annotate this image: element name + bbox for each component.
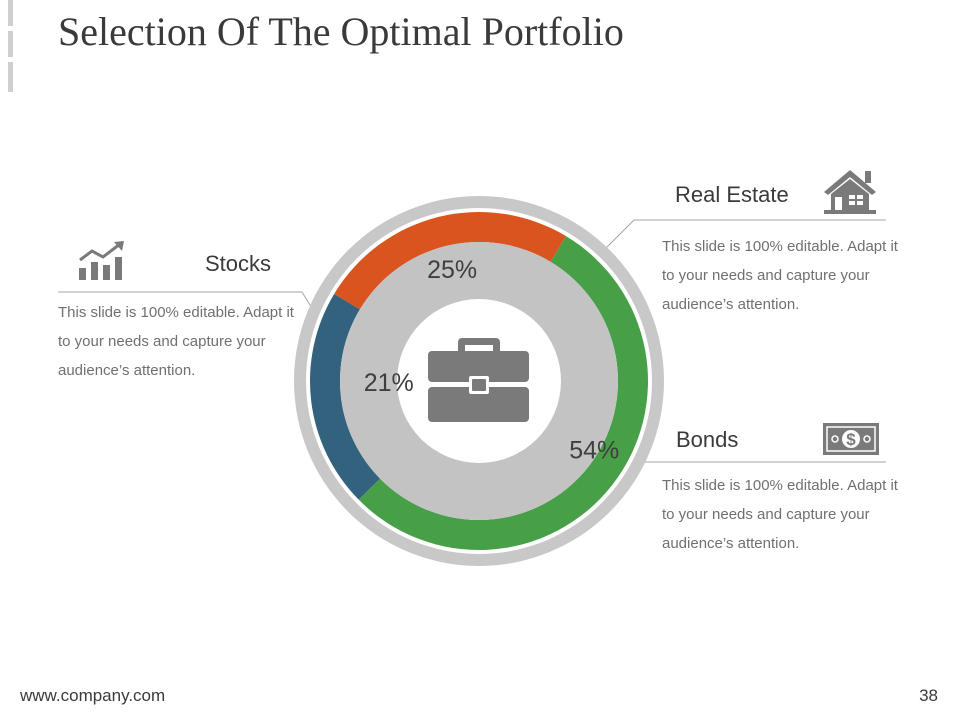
slice-label-stocks: 21% — [364, 369, 414, 397]
slice-label-real-estate: 25% — [427, 256, 477, 284]
stocks-description: This slide is 100% editable. Adapt it to… — [58, 304, 294, 379]
donut-slice-bonds — [358, 236, 648, 550]
real-estate-heading: Real Estate — [675, 182, 789, 207]
real-estate-description: This slide is 100% editable. Adapt it to… — [662, 238, 898, 313]
bonds-heading: Bonds — [676, 427, 739, 452]
footer-url[interactable]: www.company.com — [20, 686, 166, 705]
slide-title: Selection Of The Optimal Portfolio — [58, 9, 624, 54]
donut-slice-stocks — [310, 293, 381, 500]
slice-label-bonds: 54% — [569, 436, 619, 464]
briefcase-icon — [428, 338, 529, 422]
stocks-heading: Stocks — [205, 251, 272, 276]
dollar-bill-icon: $ — [823, 423, 879, 455]
house-icon — [824, 170, 876, 214]
donut-slice-real-estate — [334, 212, 567, 310]
bonds-description: This slide is 100% editable. Adapt it to… — [662, 477, 898, 552]
svg-text:$: $ — [846, 430, 856, 449]
page-number: 38 — [919, 686, 938, 705]
edge-decoration-bar — [8, 0, 13, 26]
bar-chart-growth-icon — [79, 241, 124, 280]
leader-line-real-estate — [605, 219, 886, 249]
edge-decoration-bar — [8, 62, 13, 92]
leader-line-bonds — [631, 461, 886, 471]
edge-decoration-bar — [8, 31, 13, 57]
